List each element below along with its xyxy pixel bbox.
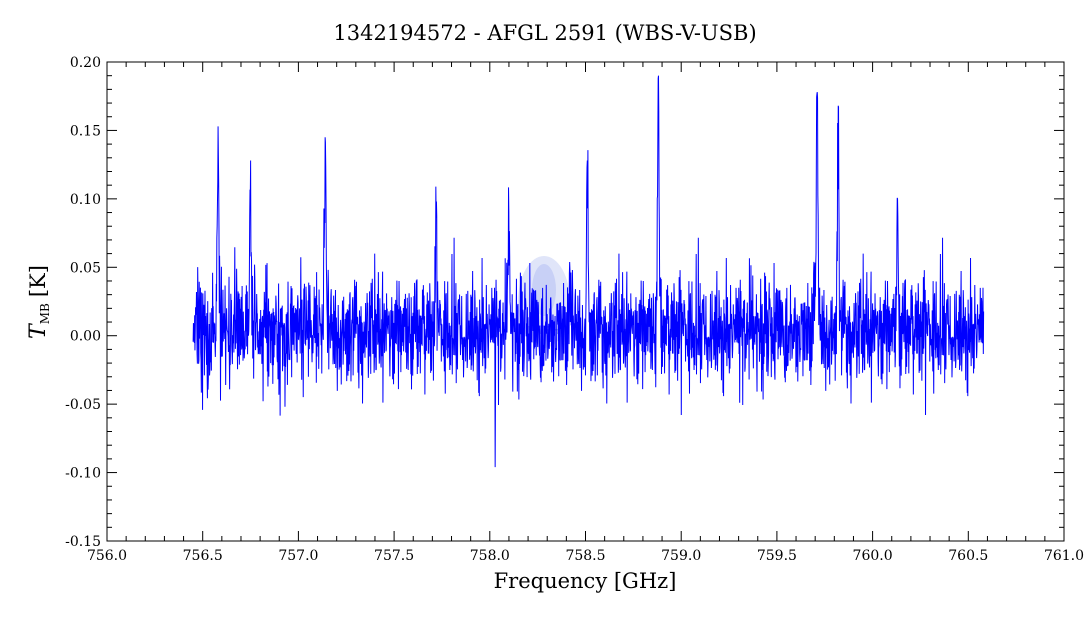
- x-tick-label: 759.5: [757, 548, 797, 564]
- x-tick-label: 758.5: [565, 548, 605, 564]
- y-tick-label: 0.05: [70, 260, 101, 276]
- y-tick-label: -0.05: [65, 397, 101, 413]
- x-tick-label: 760.0: [853, 548, 893, 564]
- y-tick-label: 0.00: [70, 329, 101, 345]
- y-axis-title: TMB [K]: [26, 265, 52, 339]
- y-tick-label: -0.10: [65, 466, 101, 482]
- x-tick-label: 756.5: [183, 548, 223, 564]
- y-axis: -0.15 -0.10 -0.05 0.00 0.05 0.10 0.15 0.20: [65, 55, 1064, 550]
- x-tick-label: 758.0: [470, 548, 510, 564]
- spectrum-series: [192, 75, 985, 468]
- x-tick-label: 757.0: [278, 548, 318, 564]
- y-tick-label: 0.10: [70, 192, 101, 208]
- x-tick-label: 756.0: [87, 548, 127, 564]
- y-axis-subscript: MB: [38, 303, 52, 324]
- x-tick-label: 760.5: [948, 548, 988, 564]
- y-tick-label: -0.15: [65, 534, 101, 550]
- chart-title: 1342194572 - AFGL 2591 (WBS-V-USB): [333, 21, 756, 45]
- x-axis-title: Frequency [GHz]: [494, 569, 677, 593]
- x-tick-label: 757.5: [374, 548, 414, 564]
- y-axis-title-text: TMB [K]: [26, 265, 52, 339]
- y-axis-unit: [K]: [26, 265, 50, 297]
- spectrum-line: [192, 75, 985, 468]
- y-tick-label: 0.20: [70, 55, 101, 71]
- y-axis-symbol: T: [26, 322, 51, 339]
- y-tick-label: 0.15: [70, 123, 101, 139]
- x-tick-label: 761.0: [1044, 548, 1084, 564]
- x-tick-label: 759.0: [661, 548, 701, 564]
- x-axis: 756.0 756.5 757.0 757.5 758.0 758.5 759.0 759.5…: [87, 62, 1084, 564]
